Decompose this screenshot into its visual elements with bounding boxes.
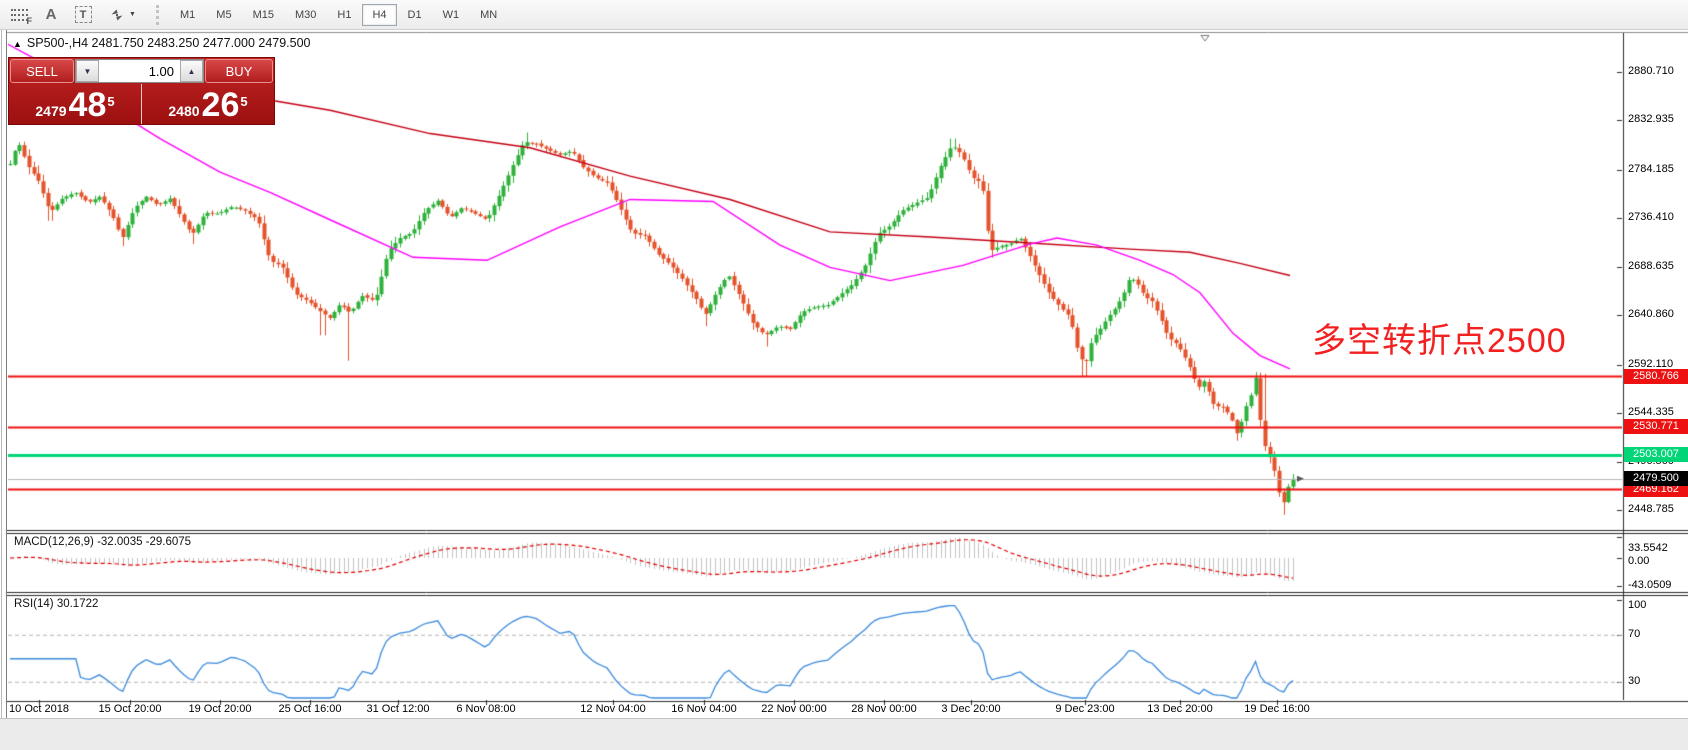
timeframe-button-m15[interactable]: M15: [252, 8, 274, 21]
window-edge: [1, 30, 2, 718]
bottom-strip: [0, 718, 1688, 750]
text-label-icon[interactable]: T: [68, 3, 98, 27]
ask-price-sup: 5: [240, 94, 248, 109]
arrows-tool-icon[interactable]: ▼: [100, 3, 144, 27]
ask-price-big: 26: [201, 86, 240, 125]
ask-price[interactable]: 2480 26 5: [142, 84, 274, 124]
timeframe-bar: M1 M5 M15 M30 H1 H4 D1 W1 MN: [170, 3, 508, 26]
trade-controls-row: SELL ▼ 1.00 ▲ BUY: [9, 58, 274, 84]
top-toolbar: F A T ▼ M1 M5 M15 M30 H1 H4 D1 W1 MN: [0, 0, 1688, 30]
fibonacci-icon[interactable]: F: [4, 3, 34, 27]
volume-stepper: ▼ 1.00 ▲: [75, 59, 204, 83]
volume-value[interactable]: 1.00: [99, 60, 180, 82]
timeframe-button-m1[interactable]: M1: [180, 8, 196, 21]
bid-price[interactable]: 2479 48 5: [9, 84, 142, 124]
sell-button[interactable]: SELL: [10, 59, 74, 83]
bid-price-big: 48: [68, 86, 107, 125]
arrows-glyph: [111, 9, 123, 20]
bid-price-small: 2479: [35, 103, 67, 119]
volume-increase-button[interactable]: ▲: [180, 60, 203, 82]
timeframe-button-w1[interactable]: W1: [442, 8, 460, 21]
timeframe-button-h4[interactable]: H4: [362, 3, 397, 26]
toolbar-grip[interactable]: [156, 4, 162, 25]
text-icon[interactable]: A: [45, 6, 57, 23]
quote-row: 2479 48 5 2480 26 5: [9, 84, 274, 124]
volume-decrease-button[interactable]: ▼: [76, 60, 99, 82]
timeframe-button-m5[interactable]: M5: [216, 8, 232, 21]
ask-price-small: 2480: [168, 103, 200, 119]
timeframe-button-d1[interactable]: D1: [407, 8, 422, 21]
chevron-down-icon: ▼: [129, 11, 136, 18]
timeframe-button-mn[interactable]: MN: [480, 8, 498, 21]
one-click-trading-panel: SELL ▼ 1.00 ▲ BUY 2479 48 5 2480 26 5: [8, 57, 275, 125]
timeframe-button-h1[interactable]: H1: [337, 8, 352, 21]
bid-price-sup: 5: [107, 94, 115, 109]
window-edge-inner: [6, 30, 7, 718]
timeframe-button-m30[interactable]: M30: [294, 8, 317, 21]
buy-button[interactable]: BUY: [205, 59, 273, 83]
